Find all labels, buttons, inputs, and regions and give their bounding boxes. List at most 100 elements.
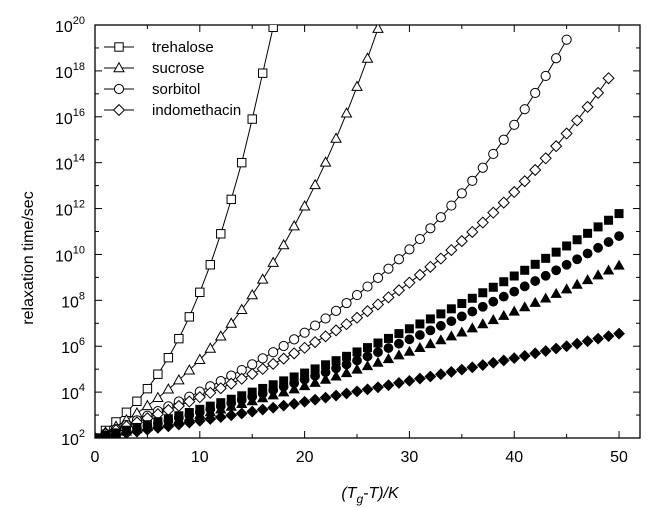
data-point (319, 330, 332, 343)
data-point (329, 324, 343, 337)
data-point (414, 233, 426, 245)
data-point (257, 68, 268, 78)
data-point (225, 409, 238, 422)
data-point (193, 353, 206, 364)
data-point (499, 277, 509, 287)
x-tick-label: 40 (505, 449, 523, 466)
data-point (424, 260, 437, 273)
data-point (602, 264, 615, 275)
x-axis-title-subscript: g (356, 492, 363, 506)
data-point (267, 357, 280, 370)
data-point (498, 291, 509, 302)
legend-label: sorbitol (152, 81, 200, 98)
y-axis-title: relaxation time/sec (20, 191, 37, 324)
data-point (277, 238, 290, 250)
data-point (488, 296, 499, 307)
series-filled-7 (95, 327, 625, 438)
data-point (277, 399, 290, 412)
data-point (445, 243, 458, 257)
data-point (602, 330, 615, 343)
legend-marker (113, 83, 125, 95)
data-point (561, 259, 572, 270)
legend-marker (114, 42, 124, 52)
data-point (614, 231, 624, 241)
x-tick-label: 30 (401, 449, 419, 466)
data-point (289, 334, 300, 345)
data-point (571, 114, 584, 127)
data-point (309, 178, 321, 190)
data-point (561, 34, 572, 45)
data-point (593, 242, 603, 253)
data-point (592, 332, 604, 345)
data-point (351, 385, 363, 398)
data-point (446, 200, 457, 211)
data-point (508, 185, 521, 199)
data-point (434, 368, 447, 381)
data-point (247, 114, 257, 124)
data-point (172, 373, 185, 385)
data-point (152, 391, 164, 403)
x-axis-title-rest: -T)/K (363, 485, 400, 502)
data-point (372, 272, 384, 283)
data-point (392, 284, 406, 297)
data-point (592, 269, 604, 280)
data-point (435, 334, 447, 345)
x-tick-label: 20 (296, 449, 314, 466)
data-point (363, 343, 372, 353)
data-point (372, 381, 384, 394)
data-point (246, 288, 259, 300)
data-point (131, 425, 143, 438)
data-point (614, 209, 624, 219)
data-point (351, 363, 363, 374)
data-point (583, 228, 593, 238)
data-point (383, 333, 393, 343)
series-line (95, 39, 568, 438)
data-point (509, 286, 520, 297)
data-point (256, 362, 269, 376)
data-point (393, 349, 405, 360)
data-point (350, 311, 364, 324)
data-point (446, 304, 456, 314)
data-point (560, 340, 573, 353)
data-point (456, 326, 468, 337)
y-tick-label: 1014 (55, 153, 85, 174)
y-tick-label: 1010 (55, 244, 85, 265)
legend: trehalose sucrose sorbitol indomethacin (104, 39, 241, 119)
data-point (298, 395, 311, 408)
data-point (403, 374, 416, 387)
y-tick-label: 108 (61, 290, 85, 311)
data-point (518, 349, 531, 362)
data-point (193, 391, 206, 404)
x-tick-label: 10 (191, 449, 209, 466)
data-point (457, 299, 467, 309)
data-point (529, 296, 541, 307)
data-point (550, 342, 563, 355)
data-point (214, 330, 227, 341)
data-point (246, 405, 259, 418)
data-point (519, 281, 530, 292)
data-point (361, 360, 374, 371)
data-point (497, 354, 510, 367)
data-point (256, 273, 269, 284)
data-point (184, 312, 195, 322)
data-point (572, 254, 583, 265)
y-tick-label: 1016 (55, 107, 85, 128)
data-point (591, 86, 605, 100)
data-point (183, 395, 196, 408)
data-point (298, 341, 311, 354)
data-point (362, 281, 373, 292)
data-point (342, 351, 352, 361)
data-point (613, 327, 625, 340)
data-point (351, 289, 363, 301)
data-point (603, 237, 614, 247)
data-point (373, 347, 383, 358)
data-point (477, 318, 489, 329)
data-point (268, 347, 279, 358)
data-point (372, 356, 384, 367)
data-point (110, 428, 122, 438)
data-point (551, 265, 562, 276)
data-point (413, 372, 426, 385)
data-point (214, 382, 227, 395)
y-tick-label: 1012 (55, 199, 85, 220)
